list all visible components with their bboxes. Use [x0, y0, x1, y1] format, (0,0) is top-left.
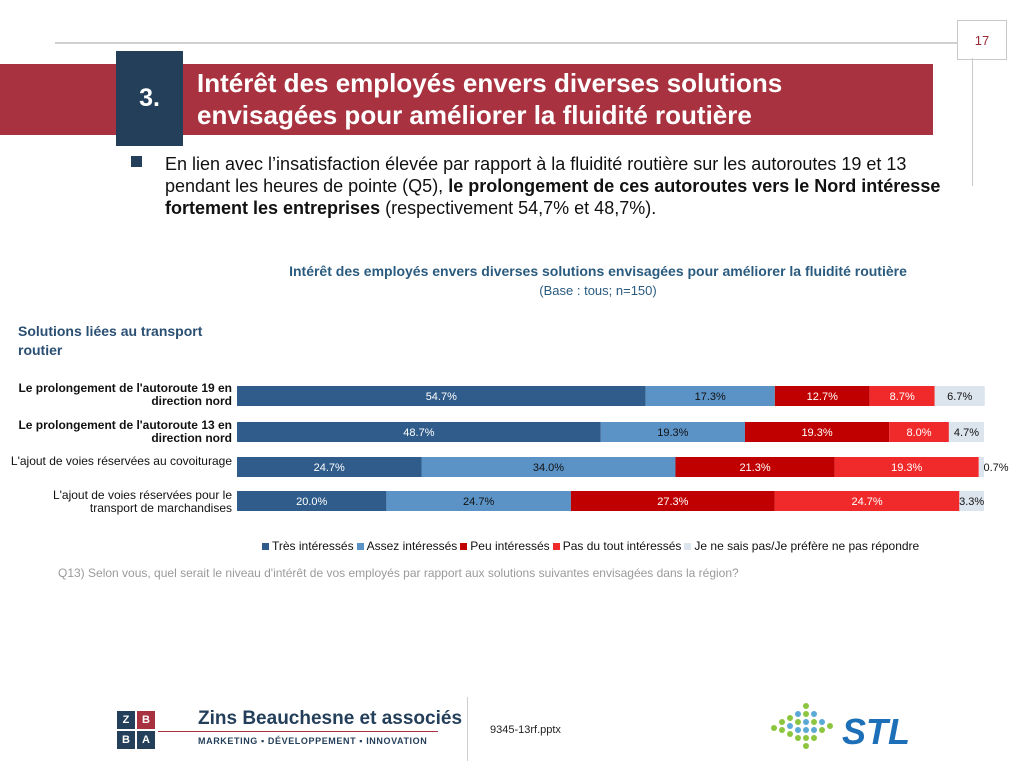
legend-label: Peu intéressés	[470, 539, 550, 553]
legend-label: Assez intéressés	[366, 539, 458, 553]
category-label: Le prolongement de l'autoroute 19 en dir…	[18, 381, 232, 408]
bar-data-label: 17.3%	[695, 391, 726, 403]
legend-swatch	[262, 542, 269, 550]
bar-segment	[237, 491, 387, 511]
legend-label: Pas du tout intéressés	[562, 539, 682, 553]
top-divider	[55, 42, 978, 44]
firm-name: Zins Beauchesne et associés	[198, 708, 463, 729]
page-number: 17	[957, 20, 1007, 60]
legend-swatch	[356, 542, 364, 550]
legend-label: Je ne sais pas/Je préfère ne pas répondr…	[694, 539, 920, 553]
chart-legend: Très intéressés Assez intéressés Peu int…	[262, 539, 982, 553]
chart-subtitle: (Base : tous; n=150)	[539, 283, 657, 298]
legend-item: Pas du tout intéressés	[552, 539, 682, 553]
legend-swatch	[460, 542, 468, 550]
bar-segment	[948, 422, 984, 442]
bar-segment	[237, 422, 601, 442]
bar-segment	[237, 386, 646, 406]
bar-data-label: 48.7%	[403, 427, 434, 439]
bar-segment	[237, 457, 422, 477]
category-label: L'ajout de voies réservées au covoiturag…	[10, 454, 232, 468]
legend-item: Peu intéressés	[460, 539, 550, 553]
bar-segment	[834, 457, 979, 477]
bar-data-label: 19.3%	[801, 427, 832, 439]
bar-data-label: 12.7%	[807, 391, 838, 403]
zba-logo-cell: B	[137, 711, 155, 729]
bar-data-label: 27.3%	[657, 496, 688, 508]
bar-segment	[675, 457, 835, 477]
zba-logo: Z B B A	[117, 711, 155, 749]
bar-segment	[386, 491, 571, 511]
bar-data-label: 19.3%	[657, 427, 688, 439]
legend-label: Très intéressés	[272, 539, 354, 553]
zba-logo-cell: Z	[117, 711, 135, 729]
stl-dots-icon	[771, 703, 833, 749]
bullet-text-bold: le prolongement de ces autoroutes vers l…	[165, 176, 941, 218]
bar-segment	[774, 491, 960, 511]
legend-item: Très intéressés	[262, 539, 354, 553]
bar-segment	[978, 457, 984, 477]
firm-tagline: MARKETING ▪ DÉVELOPPEMENT ▪ INNOVATION	[198, 736, 428, 746]
bar-segment	[570, 491, 775, 511]
bar-data-label: 8.7%	[890, 391, 915, 403]
legend-swatch	[684, 542, 692, 550]
side-divider	[972, 58, 973, 186]
section-number: 3.	[116, 51, 183, 146]
bar-data-label: 54.7%	[426, 391, 457, 403]
category-group-label: Solutions liées au transport routier	[18, 323, 203, 358]
bar-data-label: 24.7%	[314, 462, 345, 474]
legend-item: Assez intéressés	[356, 539, 458, 553]
legend-swatch	[552, 542, 560, 550]
bar-data-label: 24.7%	[463, 496, 494, 508]
page-title: Intérêt des employés envers diverses sol…	[197, 68, 783, 130]
footer-divider	[467, 697, 468, 761]
bar-segment	[889, 422, 949, 442]
file-name: 9345-13rf.pptx	[490, 724, 561, 736]
bullet-square-icon	[131, 156, 142, 167]
bar-data-label: 8.0%	[906, 427, 931, 439]
bullet-text-part1: En lien avec l’insatisfaction élevée par…	[165, 154, 907, 196]
bar-data-label: 24.7%	[851, 496, 882, 508]
bar-data-label: 4.7%	[954, 427, 979, 439]
bar-data-label: 19.3%	[891, 462, 922, 474]
stl-logo-text: STL	[842, 711, 910, 752]
zba-logo-cell: B	[117, 731, 135, 749]
bar-data-label: 21.3%	[739, 462, 770, 474]
bar-data-label: 34.0%	[533, 462, 564, 474]
bullet-text: En lien avec l’insatisfaction élevée par…	[165, 153, 945, 219]
category-label: Le prolongement de l'autoroute 13 en dir…	[18, 418, 232, 445]
survey-question-note: Q13) Selon vous, quel serait le niveau d…	[58, 566, 739, 580]
category-label: L'ajout de voies réservées pour le trans…	[52, 488, 232, 515]
bar-segment	[774, 386, 870, 406]
bar-segment	[600, 422, 745, 442]
chart-title: Intérêt des employés envers diverses sol…	[289, 263, 907, 279]
bar-segment	[421, 457, 676, 477]
bar-data-label: 0.7%	[983, 462, 1008, 474]
bar-segment	[934, 386, 985, 406]
stl-logo: STL	[771, 703, 910, 752]
bar-data-label: 20.0%	[296, 496, 327, 508]
bar-data-label: 6.7%	[947, 391, 972, 403]
bar-segment	[645, 386, 775, 406]
bar-segment	[744, 422, 890, 442]
legend-item: Je ne sais pas/Je préfère ne pas répondr…	[684, 539, 919, 553]
firm-rule	[158, 731, 438, 732]
zba-logo-cell: A	[137, 731, 155, 749]
bullet-text-part2: (respectivement 54,7% et 48,7%).	[380, 198, 657, 218]
bar-data-label: 3.3%	[959, 496, 984, 508]
bar-segment	[959, 491, 984, 511]
bar-segment	[869, 386, 935, 406]
